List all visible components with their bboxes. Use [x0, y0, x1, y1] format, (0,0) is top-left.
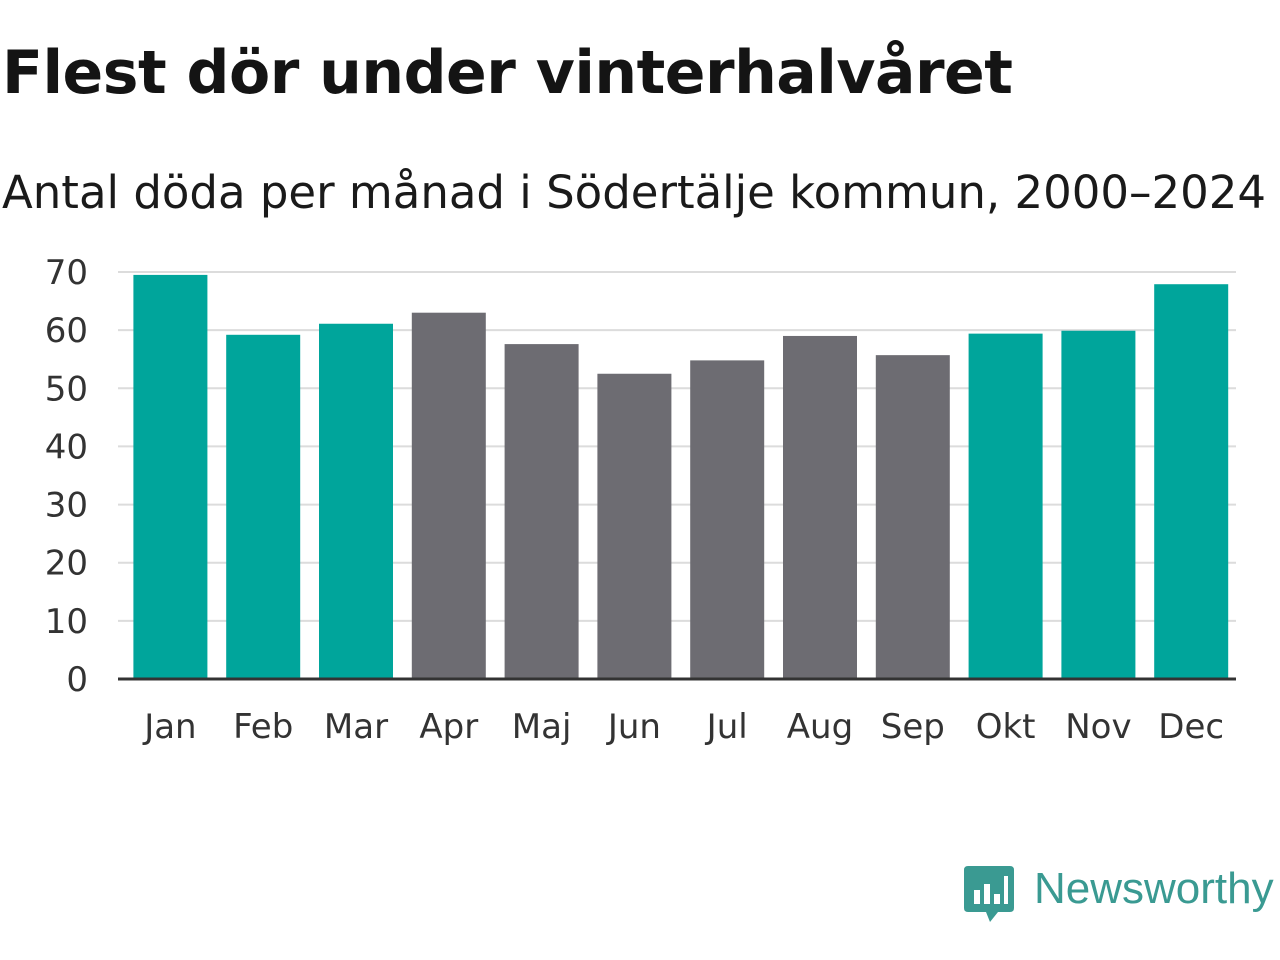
- x-tick-label: Sep: [881, 707, 945, 747]
- x-tick-label: Feb: [233, 707, 293, 747]
- bar-aug: [783, 335, 857, 679]
- newsworthy-logo-icon: [964, 866, 1014, 922]
- newsworthy-logo-text: Newsworthy: [1034, 864, 1274, 913]
- bar-sep: [875, 355, 950, 679]
- y-tick-label: 70: [45, 253, 88, 293]
- bar-jan: [133, 274, 208, 679]
- bar-feb: [226, 334, 301, 679]
- y-tick-label: 10: [45, 602, 88, 642]
- bar-jun: [597, 373, 672, 679]
- bar-jul: [690, 360, 765, 679]
- bar-dec: [1154, 284, 1229, 679]
- x-tick-label: Jun: [606, 707, 661, 747]
- bar-chart: 0 10 20 30 40 50 60 70 Jan Feb Mar Apr Maj Jun Jul Aug…: [45, 253, 1236, 747]
- bar-maj: [504, 344, 579, 679]
- chart-subtitle: Antal döda per månad i Södertälje kommun…: [2, 166, 1267, 219]
- x-tick-label: Mar: [324, 707, 388, 747]
- y-axis-ticks: 0 10 20 30 40 50 60 70: [45, 253, 88, 700]
- x-tick-label: Aug: [787, 707, 853, 747]
- x-axis-ticks: Jan Feb Mar Apr Maj Jun Jul Aug Sep Okt Nov Dec: [142, 707, 1224, 747]
- y-tick-label: 60: [45, 311, 88, 351]
- bar-mar: [319, 323, 393, 679]
- y-tick-label: 50: [45, 369, 88, 409]
- gridlines: [118, 271, 1236, 622]
- bar-apr: [411, 312, 486, 679]
- x-tick-label: Dec: [1158, 707, 1224, 747]
- y-tick-label: 20: [45, 544, 88, 584]
- y-tick-label: 40: [45, 427, 88, 467]
- x-tick-label: Nov: [1065, 707, 1131, 747]
- newsworthy-logo: Newsworthy: [964, 864, 1280, 928]
- bar-nov: [1061, 330, 1136, 679]
- x-tick-label: Maj: [512, 707, 572, 747]
- x-tick-label: Jul: [705, 707, 748, 747]
- x-tick-label: Jan: [142, 707, 196, 747]
- y-tick-label: 30: [45, 486, 88, 526]
- bar-okt: [968, 333, 1043, 679]
- bars: [133, 274, 1229, 679]
- chart-title: Flest dör under vinterhalvåret: [2, 38, 1013, 108]
- x-tick-label: Apr: [419, 707, 478, 747]
- x-tick-label: Okt: [976, 707, 1036, 747]
- y-tick-label: 0: [66, 660, 88, 700]
